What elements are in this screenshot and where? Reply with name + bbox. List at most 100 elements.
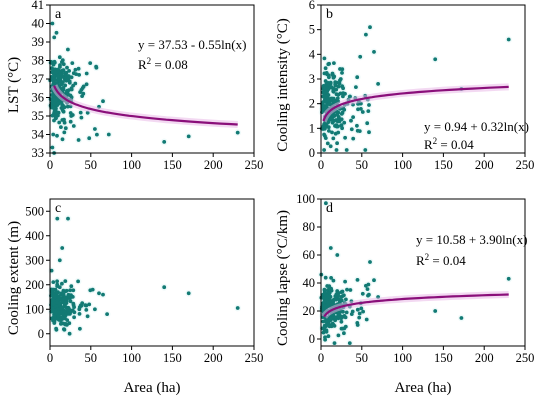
data-point [367, 130, 371, 135]
data-point [50, 21, 55, 26]
data-point [55, 77, 60, 82]
data-point [77, 312, 82, 316]
data-point [331, 136, 336, 141]
data-point [336, 293, 340, 298]
data-point [338, 67, 342, 71]
data-point [59, 125, 63, 129]
x-tick-label: 150 [163, 351, 182, 365]
data-point [70, 61, 75, 65]
r-squared-value: = 0.08 [151, 57, 188, 72]
data-point [323, 304, 328, 308]
data-point [52, 59, 57, 64]
data-point [355, 278, 360, 282]
data-point [363, 148, 368, 152]
data-point [322, 148, 326, 152]
data-point [66, 88, 71, 92]
r-squared-superscript: 2 [147, 56, 152, 66]
data-point [331, 278, 336, 283]
data-point [322, 126, 327, 131]
panel-label: b [326, 7, 333, 22]
data-point [324, 82, 329, 86]
x-tick-label: 200 [475, 351, 494, 365]
data-point [62, 309, 67, 313]
x-tick-label: 150 [434, 351, 453, 365]
data-point [69, 114, 74, 118]
data-point [61, 68, 66, 72]
data-point [94, 64, 98, 69]
data-point [328, 84, 333, 89]
data-point [59, 307, 63, 311]
data-point [80, 86, 85, 90]
x-axis-title: Area (ha) [394, 380, 451, 396]
data-point [506, 276, 511, 281]
data-point [325, 318, 329, 323]
data-point [57, 55, 62, 60]
data-point [62, 130, 67, 135]
data-point [64, 298, 69, 303]
data-point [359, 107, 363, 111]
data-point [87, 136, 92, 141]
data-point [360, 110, 365, 114]
data-point [68, 119, 73, 124]
data-point [355, 123, 359, 128]
x-tick-label: 250 [516, 158, 535, 172]
data-point [68, 93, 73, 98]
data-point [55, 279, 59, 284]
fit-line [322, 85, 509, 122]
y-tick-label: 4 [309, 47, 316, 61]
data-point [372, 50, 376, 54]
data-point [433, 57, 438, 62]
data-point [72, 315, 76, 320]
data-point [186, 134, 191, 139]
data-point [60, 246, 65, 250]
x-tick-label: 250 [516, 351, 535, 365]
data-point [335, 112, 340, 117]
y-tick-label: 0 [309, 146, 315, 160]
data-point [50, 301, 54, 306]
x-tick-label: 0 [318, 351, 324, 365]
data-point [349, 127, 354, 132]
data-point [355, 75, 360, 80]
data-point [50, 145, 55, 150]
data-point [66, 296, 71, 300]
data-point [364, 317, 369, 322]
data-point [54, 326, 58, 331]
x-tick-label: 200 [475, 158, 494, 172]
x-tick-label: 250 [245, 158, 264, 172]
y-tick-label: 100 [25, 302, 44, 316]
data-point [65, 104, 70, 109]
y-tick-label: 60 [303, 248, 316, 262]
data-point [326, 300, 331, 305]
data-point [359, 306, 364, 311]
data-point [55, 73, 60, 78]
data-point [335, 253, 340, 257]
r-squared-symbol: R [138, 57, 147, 72]
data-point [337, 81, 342, 86]
data-point [349, 118, 353, 123]
data-point [334, 315, 338, 320]
data-point [355, 323, 360, 327]
data-point [77, 307, 82, 312]
data-point [339, 319, 344, 324]
data-point [329, 276, 333, 280]
data-point [54, 30, 59, 35]
x-axis-title: Area (ha) [123, 380, 180, 396]
data-point [326, 294, 331, 299]
x-tick-label: 200 [204, 351, 223, 365]
data-point [57, 258, 62, 263]
y-tick-label: 34 [32, 128, 45, 142]
x-tick-label: 200 [204, 158, 223, 172]
data-point [322, 56, 327, 61]
data-point [50, 105, 55, 110]
data-point [326, 62, 331, 67]
data-point [337, 297, 341, 301]
data-point [63, 289, 68, 294]
data-point [354, 85, 358, 89]
data-point [339, 298, 344, 303]
y-tick-label: 37 [32, 72, 45, 86]
data-point [331, 89, 336, 94]
r-squared-value: = 0.04 [437, 137, 474, 152]
data-point [329, 324, 334, 329]
x-tick-label: 0 [47, 158, 53, 172]
